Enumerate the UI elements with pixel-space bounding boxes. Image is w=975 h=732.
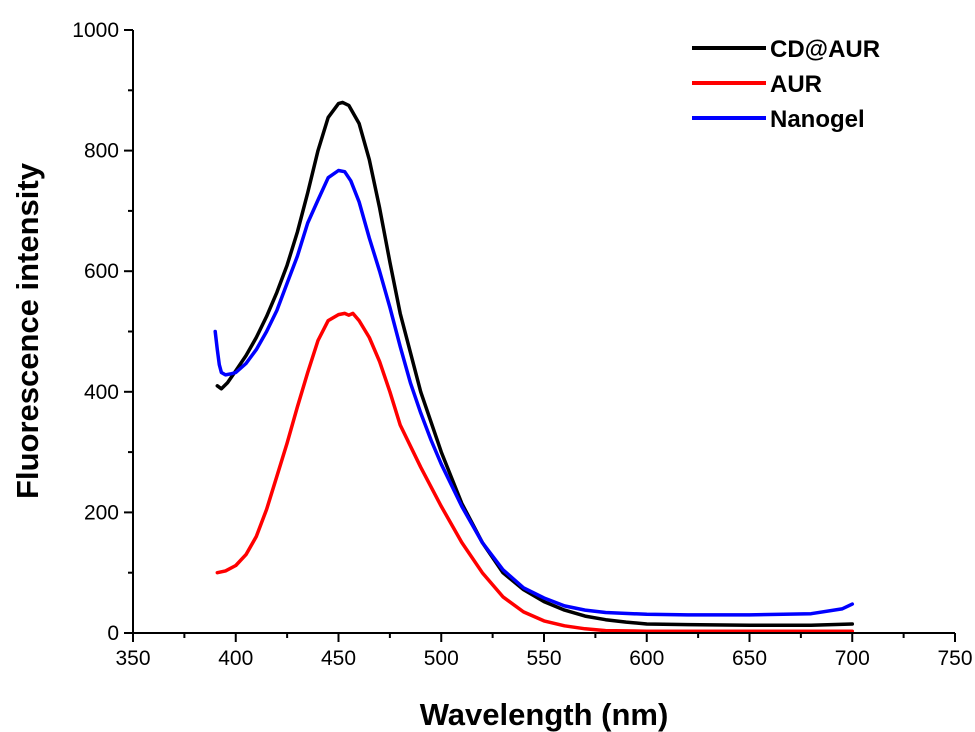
y-tick-label: 0 bbox=[107, 622, 119, 645]
legend-label: Nanogel bbox=[770, 106, 865, 133]
y-tick-label: 200 bbox=[84, 501, 119, 524]
x-tick-label: 550 bbox=[526, 647, 561, 670]
legend-label: AUR bbox=[770, 71, 822, 98]
y-tick-label: 400 bbox=[84, 381, 119, 404]
x-tick-label: 750 bbox=[937, 647, 972, 670]
x-axis-title: Wavelength (nm) bbox=[420, 697, 669, 732]
x-tick-label: 650 bbox=[732, 647, 767, 670]
y-tick-label: 600 bbox=[84, 260, 119, 283]
x-tick-label: 400 bbox=[218, 647, 253, 670]
x-tick-label: 700 bbox=[835, 647, 870, 670]
legend-label: CD@AUR bbox=[770, 36, 880, 63]
y-tick-label: 1000 bbox=[72, 19, 119, 42]
ticks-layer: 350 400 450 500 550 600 650 700 750 0 200 400 600 800… bbox=[72, 19, 972, 670]
y-axis-title: Fluorescence intensity bbox=[10, 162, 45, 499]
legend: CD@AUR AUR Nanogel bbox=[692, 36, 880, 133]
x-tick-label: 450 bbox=[321, 647, 356, 670]
x-tick-label: 500 bbox=[424, 647, 459, 670]
series-line-nanogel bbox=[213, 168, 855, 617]
series-line-aur bbox=[215, 311, 855, 633]
y-tick-label: 800 bbox=[84, 140, 119, 163]
x-tick-label: 600 bbox=[629, 647, 664, 670]
x-tick-label: 350 bbox=[115, 647, 150, 670]
series-line-cd-aur bbox=[215, 100, 855, 627]
series-layer bbox=[213, 100, 855, 633]
